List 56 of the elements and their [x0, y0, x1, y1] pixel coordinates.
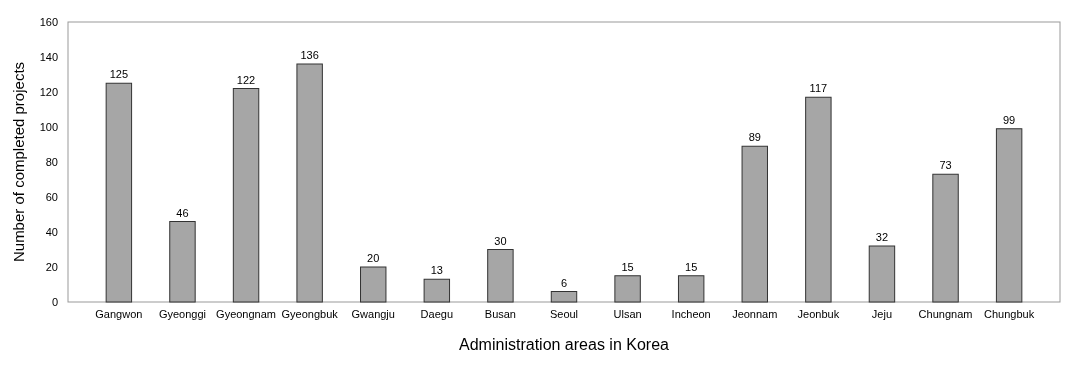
data-label: 73 [939, 159, 952, 172]
bar [995, 128, 1023, 303]
x-tick-label: Gangwon [95, 308, 143, 320]
x-tick-label: Daegu [420, 308, 454, 320]
bar [677, 275, 705, 303]
x-tick-label: Incheon [671, 308, 711, 320]
data-label: 15 [621, 260, 634, 273]
bar [360, 266, 387, 303]
x-axis-title: Administration areas in Korea [459, 336, 670, 353]
data-label: 46 [176, 206, 189, 219]
data-label: 6 [560, 276, 568, 289]
x-tick-label: Jeju [871, 308, 893, 320]
y-tick-label: 80 [45, 155, 58, 168]
bar [550, 291, 578, 303]
data-label: 30 [494, 234, 507, 247]
bar [169, 221, 196, 303]
bar [232, 88, 260, 303]
bar [487, 249, 514, 303]
x-tick-label: Gyeongbuk [281, 308, 339, 320]
bar [614, 275, 641, 303]
y-tick-label: 0 [51, 295, 58, 308]
x-tick-label: Jeonnam [732, 308, 778, 320]
data-label: 125 [109, 68, 129, 81]
x-tick-label: Gyeonggi [158, 308, 207, 320]
data-label: 15 [685, 260, 698, 273]
y-tick-label: 20 [45, 260, 58, 273]
data-label: 13 [430, 264, 443, 277]
y-tick-label: 160 [39, 15, 58, 28]
bar [868, 245, 896, 303]
data-label: 117 [809, 82, 828, 95]
bar [805, 96, 832, 303]
data-label: 89 [748, 131, 761, 144]
bar [296, 63, 323, 303]
bar [932, 173, 959, 303]
y-tick-label: 100 [39, 120, 58, 133]
x-tick-label: Chungbuk [984, 308, 1035, 320]
x-tick-label: Gyeongnam [216, 308, 277, 320]
data-label: 136 [300, 49, 319, 61]
y-tick-label: 60 [45, 190, 58, 203]
bar [423, 278, 451, 303]
x-tick-label: Chungnam [918, 308, 973, 320]
x-tick-label: Jeonbuk [797, 308, 840, 320]
y-tick-label: 40 [45, 225, 58, 238]
bar [105, 82, 133, 303]
x-tick-label: Busan [484, 308, 517, 320]
x-tick-label: Ulsan [613, 308, 642, 320]
data-label: 20 [367, 252, 380, 264]
data-label: 99 [1003, 113, 1016, 126]
bar [741, 145, 768, 303]
y-tick-label: 120 [39, 85, 58, 98]
x-tick-label: Seoul [549, 308, 579, 320]
x-tick-label: Gwangju [351, 308, 395, 320]
data-label: 122 [236, 73, 256, 86]
y-tick-label: 140 [39, 50, 58, 63]
data-label: 32 [875, 231, 889, 243]
y-axis-title: Number of completed projects [10, 61, 27, 263]
